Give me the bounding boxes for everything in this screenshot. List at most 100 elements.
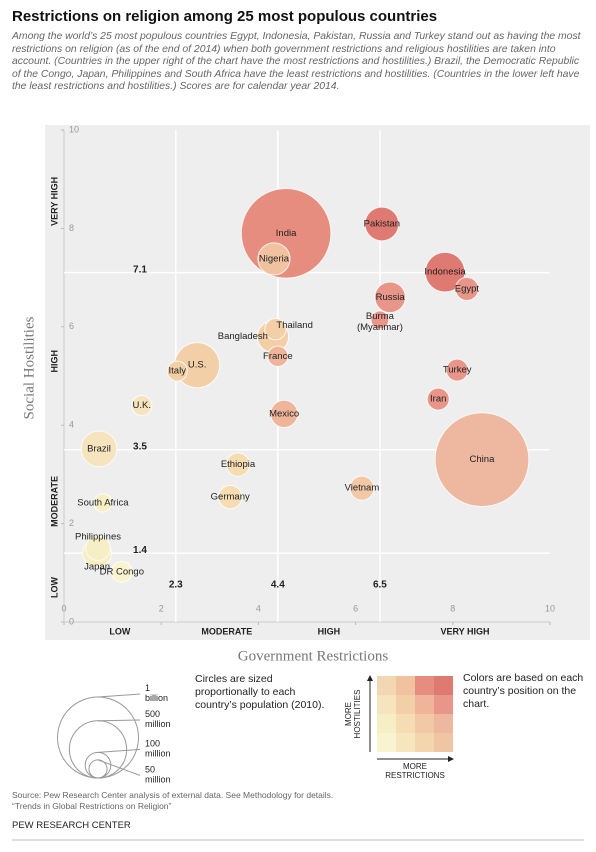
y-band-label: HIGH — [49, 350, 59, 373]
bubble — [85, 535, 111, 562]
bubble-label: Egypt — [455, 283, 480, 294]
label-line: 100 — [145, 739, 160, 749]
color-swatch — [434, 733, 453, 752]
bubble — [454, 276, 479, 301]
y-band-label: LOW — [49, 577, 59, 598]
color-swatch — [377, 676, 396, 695]
color-swatch — [434, 676, 453, 695]
color-swatch — [377, 714, 396, 733]
bubble — [424, 251, 466, 293]
x-band-label: LOW — [109, 626, 130, 636]
bubble — [218, 484, 243, 510]
threshold-label: 2.3 — [169, 580, 183, 591]
size-legend-label: 50 million — [145, 765, 171, 785]
y-tick-label: 4 — [69, 420, 74, 430]
bubble-label: Turkey — [443, 365, 472, 376]
color-swatch — [434, 714, 453, 733]
x-axis-title: Government Restrictions — [238, 648, 389, 664]
arrow-label: MOREHOSTILITIES — [344, 690, 362, 739]
bubble-label: Italy — [169, 366, 187, 377]
x-tick-label: 6 — [353, 603, 358, 613]
label-line: Burma — [366, 310, 395, 321]
label-line: 50 — [145, 765, 155, 775]
bubble — [370, 310, 390, 330]
threshold-label: 4.4 — [271, 580, 285, 591]
bubble-label: Japan — [84, 562, 110, 573]
size-legend-label: 500 million — [145, 709, 171, 729]
bubble — [110, 560, 133, 583]
brand: PEW RESEARCH CENTER — [12, 820, 131, 831]
y-tick-label: 0 — [69, 616, 74, 626]
bubble-label: Germany — [211, 492, 250, 503]
x-tick-label: 4 — [256, 603, 261, 613]
bubble — [257, 242, 291, 276]
bubble-label: Thailand — [276, 320, 312, 331]
size-legend-circle — [84, 751, 112, 779]
color-swatch — [396, 733, 415, 752]
bubble-label: Russia — [376, 292, 406, 303]
bubble — [131, 394, 153, 417]
bubble-label: Mexico — [269, 408, 299, 419]
bubble-label: Iran — [430, 394, 446, 405]
bubble-label: South Africa — [77, 497, 129, 508]
bubble — [445, 358, 469, 382]
label-line: million — [145, 719, 171, 729]
size-legend-label: 100 million — [145, 739, 171, 759]
bubble-label: Nigeria — [259, 253, 290, 264]
bubble-label: Brazil — [87, 443, 111, 454]
x-tick-label: 2 — [159, 603, 164, 613]
label-line: 500 — [145, 709, 160, 719]
bubble — [364, 206, 400, 242]
threshold-label: 7.1 — [133, 264, 147, 275]
bubble — [80, 430, 118, 468]
label-line: (Myanmar) — [357, 321, 403, 332]
x-band-label: HIGH — [318, 626, 341, 636]
bubble — [349, 475, 375, 501]
bubble-label: India — [276, 228, 297, 239]
color-swatch — [415, 714, 434, 733]
leader-line — [97, 719, 141, 722]
y-tick-label: 2 — [69, 518, 74, 528]
y-band-label: VERY HIGH — [49, 177, 59, 226]
leader-line — [97, 748, 141, 753]
y-tick-label: 8 — [69, 223, 74, 233]
leader-line — [97, 759, 141, 776]
bubble-label: Burma (Myanmar) — [357, 310, 403, 332]
color-swatch — [415, 695, 434, 714]
bubble — [93, 493, 113, 513]
size-legend-circle — [57, 696, 139, 779]
threshold-label: 3.5 — [133, 441, 147, 452]
color-swatch — [377, 733, 396, 752]
x-tick-label: 10 — [545, 603, 555, 613]
color-swatch — [377, 695, 396, 714]
label-line: 1 — [145, 683, 150, 693]
label-line: billion — [145, 693, 168, 703]
label-line: MORE — [403, 762, 427, 771]
label-line: million — [145, 775, 171, 785]
bubble-label: DR Congo — [100, 566, 144, 577]
bubble — [225, 452, 251, 477]
label-line: million — [145, 749, 171, 759]
threshold-label: 6.5 — [373, 580, 387, 591]
color-swatch — [415, 676, 434, 695]
bubble — [270, 399, 299, 428]
bubble-label: Ethiopia — [221, 459, 256, 470]
source: Source: Pew Research Center analysis of … — [12, 790, 333, 812]
size-note: Circles are sized proportionally to each… — [195, 673, 325, 711]
bubble — [426, 387, 450, 411]
size-legend-circle — [68, 720, 128, 779]
bubble-label: Philippines — [75, 532, 121, 543]
bubble-label: Pakistan — [364, 218, 400, 229]
bubble — [264, 318, 287, 341]
y-axis-title: Social Hostilities — [21, 316, 37, 419]
x-tick-label: 0 — [61, 603, 66, 613]
label-line: HOSTILITIES — [353, 690, 362, 739]
color-swatch — [396, 714, 415, 733]
y-tick-label: 10 — [69, 124, 79, 134]
bubble-label: France — [263, 351, 293, 362]
label-line: RESTRICTIONS — [385, 771, 445, 780]
bubble-label: Indonesia — [424, 267, 466, 278]
bubble — [434, 412, 530, 508]
